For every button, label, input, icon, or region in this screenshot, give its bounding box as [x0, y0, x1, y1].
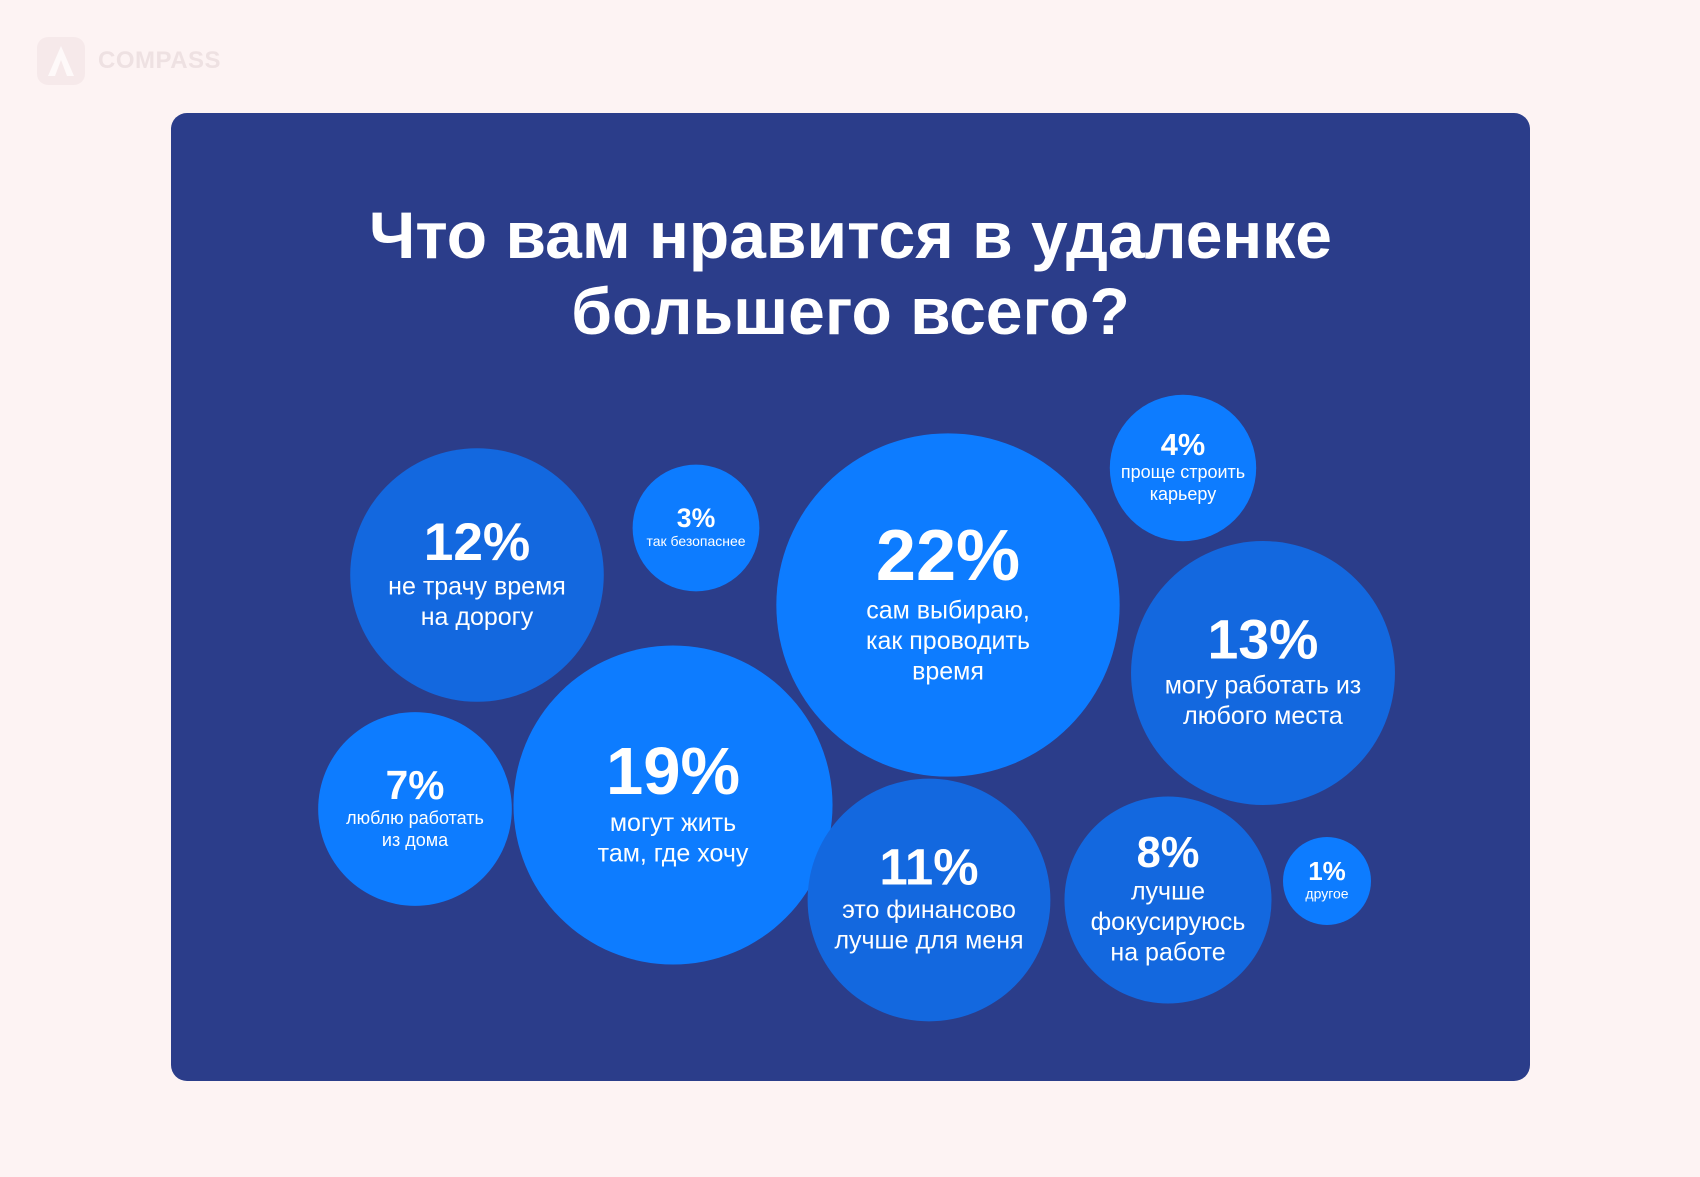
bubble-circle	[776, 433, 1120, 777]
bubble-value-label: 13%	[1208, 609, 1319, 671]
brand-logo: COMPASS	[37, 37, 221, 85]
bubble-circle	[1109, 394, 1257, 542]
bubble-2: 3%так безопаснее	[632, 464, 760, 592]
bubble-category-label: любого места	[1183, 702, 1343, 730]
bubble-category-label: люблю работать	[346, 808, 484, 828]
bubble-category-label: могут жить	[610, 809, 736, 837]
bubble-circle	[350, 448, 604, 702]
bubble-category-label: проще строить	[1121, 462, 1245, 482]
bubble-category-label: как проводить	[866, 627, 1030, 655]
bubble-value-label: 3%	[677, 503, 715, 533]
bubble-value-label: 12%	[424, 513, 531, 572]
bubble-value-label: 1%	[1308, 856, 1346, 886]
bubble-category-label: другое	[1305, 886, 1348, 902]
bubble-8: 11%это финансово лучше для меня	[807, 778, 1051, 1022]
bubble-circle	[513, 645, 833, 965]
bubble-category-label: могу работать из	[1165, 671, 1362, 699]
chart-title: Что вам нравится в удаленке большего все…	[368, 198, 1333, 348]
bubble-7: 19%могут жить там, где хочу	[513, 645, 833, 965]
bubble-category-label: не трачу время	[388, 572, 566, 600]
bubble-value-label: 4%	[1161, 427, 1205, 462]
bubble-category-label: сам выбираю,	[866, 596, 1030, 624]
bubble-1: 12%не трачу время на дорогу	[350, 448, 604, 702]
bubble-circle	[807, 778, 1051, 1022]
bubble-category-label: на работе	[1110, 938, 1225, 966]
bubble-circle	[1283, 837, 1371, 925]
bubble-value-label: 7%	[386, 762, 445, 808]
bubble-circle	[1064, 796, 1272, 1004]
bubble-category-label: лучше	[1131, 877, 1205, 905]
bubble-value-label: 11%	[879, 838, 978, 895]
bubble-circle	[1131, 541, 1395, 805]
bubble-category-label: лучше для меня	[834, 927, 1023, 955]
bubble-10: 1%другое	[1283, 837, 1371, 925]
survey-panel: Что вам нравится в удаленке большего все…	[171, 113, 1530, 1081]
compass-logo-icon	[37, 37, 85, 85]
bubble-5: 13%могу работать из любого места	[1131, 541, 1395, 805]
brand-name: COMPASS	[98, 47, 222, 74]
bubble-value-label: 8%	[1137, 829, 1200, 877]
bubble-category-label: из дома	[382, 830, 449, 850]
bubble-category-label: время	[912, 657, 984, 685]
bubble-category-label: фокусируюсь	[1091, 908, 1246, 936]
bubble-category-label: так безопаснее	[646, 533, 745, 549]
bubble-circle	[318, 712, 512, 906]
bubble-circle	[632, 464, 760, 592]
bubble-category-label: там, где хочу	[598, 840, 749, 868]
bubble-value-label: 19%	[606, 734, 740, 809]
bubble-category-label: карьеру	[1150, 484, 1217, 504]
compass-a-glyph-icon	[48, 46, 74, 76]
bubble-category-label: это финансово	[842, 896, 1016, 924]
bubble-value-label: 22%	[876, 516, 1020, 596]
bubble-category-label: на дорогу	[421, 603, 534, 631]
bubble-chart: 12%не трачу время на дорогу 3%так безопасн…	[318, 394, 1395, 1022]
